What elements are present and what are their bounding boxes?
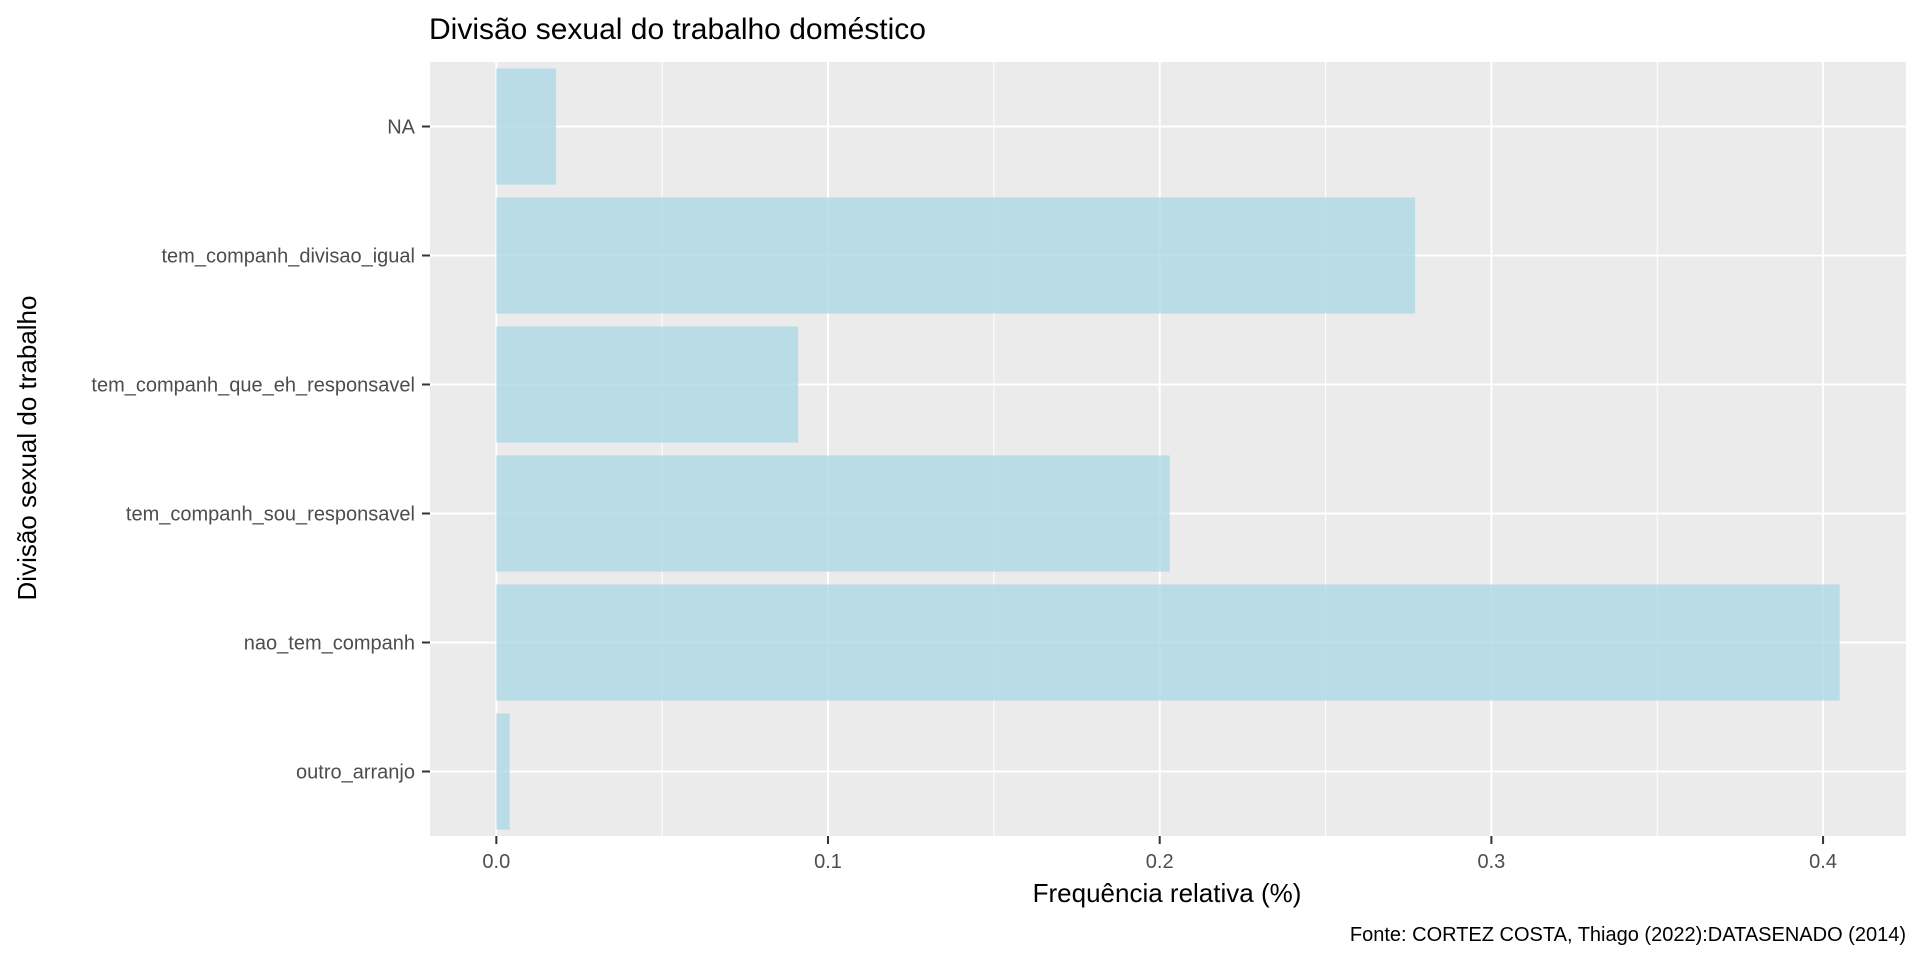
bar <box>496 197 1416 314</box>
chart-caption: Fonte: CORTEZ COSTA, Thiago (2022):DATAS… <box>1350 924 1906 946</box>
chart-title: Divisão sexual do trabalho doméstico <box>429 13 926 46</box>
bar <box>496 455 1170 572</box>
x-tick-label: 0.4 <box>1809 851 1837 873</box>
y-tick-label: outro_arranjo <box>296 762 415 784</box>
x-tick-label: 0.3 <box>1477 851 1505 873</box>
y-axis: NA tem_companh_divisao_igual tem_companh_q… <box>91 117 430 784</box>
y-axis-label: Divisão sexual do trabalho <box>12 296 42 601</box>
x-tick-label: 0.1 <box>814 851 842 873</box>
x-tick-label: 0.2 <box>1146 851 1174 873</box>
bars <box>496 68 1840 830</box>
bar <box>496 584 1840 701</box>
bar <box>496 713 510 830</box>
y-tick-label: tem_companh_divisao_igual <box>162 246 416 268</box>
y-tick-label: nao_tem_companh <box>244 633 415 655</box>
x-axis: 0.0 0.1 0.2 0.3 0.4 <box>482 836 1837 873</box>
plot-panel <box>430 62 1906 836</box>
y-tick-label: tem_companh_que_eh_responsavel <box>91 375 415 397</box>
bar <box>496 326 799 443</box>
grid-minor <box>661 62 1658 836</box>
bar <box>496 68 557 185</box>
x-tick-label: 0.0 <box>482 851 510 873</box>
y-tick-label: NA <box>387 117 415 139</box>
x-axis-label: Frequência relativa (%) <box>1033 878 1302 908</box>
y-tick-label: tem_companh_sou_responsavel <box>126 504 415 526</box>
